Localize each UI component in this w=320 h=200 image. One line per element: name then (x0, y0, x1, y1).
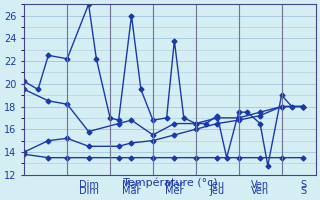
Text: S: S (300, 186, 306, 196)
Text: Dim: Dim (79, 180, 99, 190)
X-axis label: Température (°c): Température (°c) (123, 177, 217, 188)
Text: Mar: Mar (122, 186, 141, 196)
Text: Dim: Dim (79, 186, 99, 196)
Text: Ven: Ven (251, 180, 269, 190)
Text: Ven: Ven (251, 186, 269, 196)
Text: Jeu: Jeu (210, 180, 225, 190)
Text: S: S (300, 180, 306, 190)
Text: Mer: Mer (165, 180, 184, 190)
Text: Mar: Mar (122, 180, 141, 190)
Text: Jeu: Jeu (210, 186, 225, 196)
Text: Mer: Mer (165, 186, 184, 196)
